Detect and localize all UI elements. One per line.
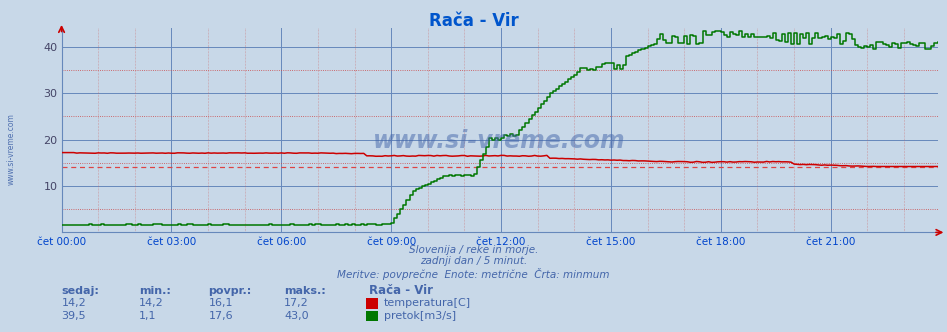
Text: temperatura[C]: temperatura[C] <box>384 298 471 308</box>
Text: www.si-vreme.com: www.si-vreme.com <box>7 114 16 185</box>
Text: Rača - Vir: Rača - Vir <box>429 12 518 30</box>
Text: 1,1: 1,1 <box>139 311 156 321</box>
Text: 17,2: 17,2 <box>284 298 309 308</box>
Text: pretok[m3/s]: pretok[m3/s] <box>384 311 456 321</box>
Text: www.si-vreme.com: www.si-vreme.com <box>373 128 626 152</box>
Text: 14,2: 14,2 <box>139 298 164 308</box>
Text: Rača - Vir: Rača - Vir <box>369 284 434 297</box>
Text: 39,5: 39,5 <box>62 311 86 321</box>
Text: Meritve: povprečne  Enote: metrične  Črta: minmum: Meritve: povprečne Enote: metrične Črta:… <box>337 268 610 280</box>
Text: maks.:: maks.: <box>284 286 326 296</box>
Text: Slovenija / reke in morje.: Slovenija / reke in morje. <box>409 245 538 255</box>
Text: sedaj:: sedaj: <box>62 286 99 296</box>
Text: min.:: min.: <box>139 286 171 296</box>
Text: 43,0: 43,0 <box>284 311 309 321</box>
Text: 16,1: 16,1 <box>208 298 233 308</box>
Text: 17,6: 17,6 <box>208 311 233 321</box>
Text: 14,2: 14,2 <box>62 298 86 308</box>
Text: zadnji dan / 5 minut.: zadnji dan / 5 minut. <box>420 256 527 266</box>
Text: povpr.:: povpr.: <box>208 286 252 296</box>
